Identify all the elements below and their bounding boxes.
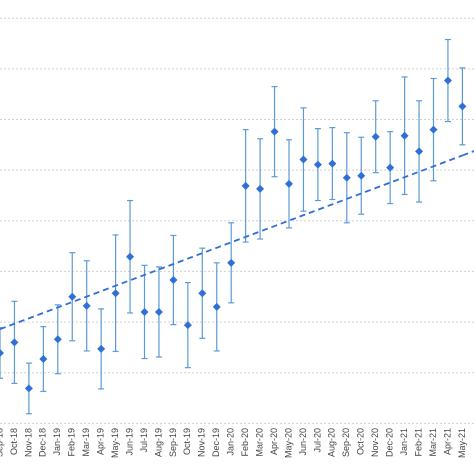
point — [371, 132, 380, 141]
point — [429, 125, 438, 134]
x-tick-label: Nov-20 — [370, 428, 380, 457]
point — [68, 292, 77, 301]
point — [82, 301, 91, 310]
point — [357, 171, 366, 180]
point — [342, 173, 351, 182]
x-tick-label: Mar-21 — [428, 428, 438, 457]
point — [0, 348, 4, 357]
trend-line-extension — [462, 150, 474, 157]
x-tick-label: Jun-19 — [124, 428, 134, 456]
x-tick-label: Oct-19 — [182, 428, 192, 455]
x-tick-label: Aug-19 — [153, 428, 163, 457]
point — [400, 131, 409, 140]
point — [169, 276, 178, 285]
x-tick-label: Dec-18 — [38, 428, 48, 457]
point — [256, 184, 265, 193]
x-tick-label: Mar-20 — [254, 428, 264, 457]
x-tick-label: Mar-19 — [81, 428, 91, 457]
point — [39, 355, 48, 364]
point — [313, 160, 322, 169]
point — [299, 155, 308, 164]
point — [154, 307, 163, 316]
point — [53, 335, 62, 344]
x-tick-label: Feb-20 — [240, 428, 250, 457]
x-tick-label: Jul-20 — [312, 428, 322, 453]
point — [126, 252, 135, 261]
x-tick-label: Feb-19 — [67, 428, 77, 457]
x-tick-label: Sep-19 — [168, 428, 178, 457]
x-tick-label: Apr-19 — [96, 428, 106, 455]
x-tick-label: Apr-21 — [442, 428, 452, 455]
x-tick-label: Aug-20 — [327, 428, 337, 457]
x-tick-label: May-21 — [457, 428, 467, 458]
x-tick-label: Jul-19 — [139, 428, 149, 453]
x-tick-label: Jan-20 — [226, 428, 236, 456]
point — [386, 163, 395, 172]
point — [24, 384, 33, 393]
x-tick-label: May-20 — [283, 428, 293, 458]
x-tick-label: Sep-18 — [0, 428, 4, 457]
point — [10, 338, 19, 347]
x-tick-label: Dec-19 — [211, 428, 221, 457]
point — [443, 76, 452, 85]
point — [458, 102, 467, 111]
x-tick-label: Jun-20 — [298, 428, 308, 456]
point — [270, 127, 279, 136]
point — [111, 289, 120, 298]
point — [241, 181, 250, 190]
x-tick-label: Nov-18 — [23, 428, 33, 457]
x-tick-label: Dec-20 — [385, 428, 395, 457]
point — [328, 159, 337, 168]
x-tick-label: Oct-18 — [9, 428, 19, 455]
x-tick-label: Nov-19 — [197, 428, 207, 457]
x-tick-label: Feb-21 — [413, 428, 423, 457]
point — [183, 321, 192, 330]
x-tick-label: Oct-20 — [356, 428, 366, 455]
point — [140, 307, 149, 316]
point — [97, 344, 106, 353]
trend-line — [0, 154, 463, 331]
point — [198, 289, 207, 298]
x-tick-label: Apr-20 — [269, 428, 279, 455]
point — [285, 179, 293, 188]
point — [212, 302, 221, 311]
point — [415, 147, 424, 156]
x-tick-label: Sep-20 — [341, 428, 351, 457]
x-tick-label: May-19 — [110, 428, 120, 458]
x-tick-label: Jan-19 — [52, 428, 62, 456]
point — [227, 258, 236, 267]
x-tick-label: Jan-21 — [399, 428, 409, 456]
